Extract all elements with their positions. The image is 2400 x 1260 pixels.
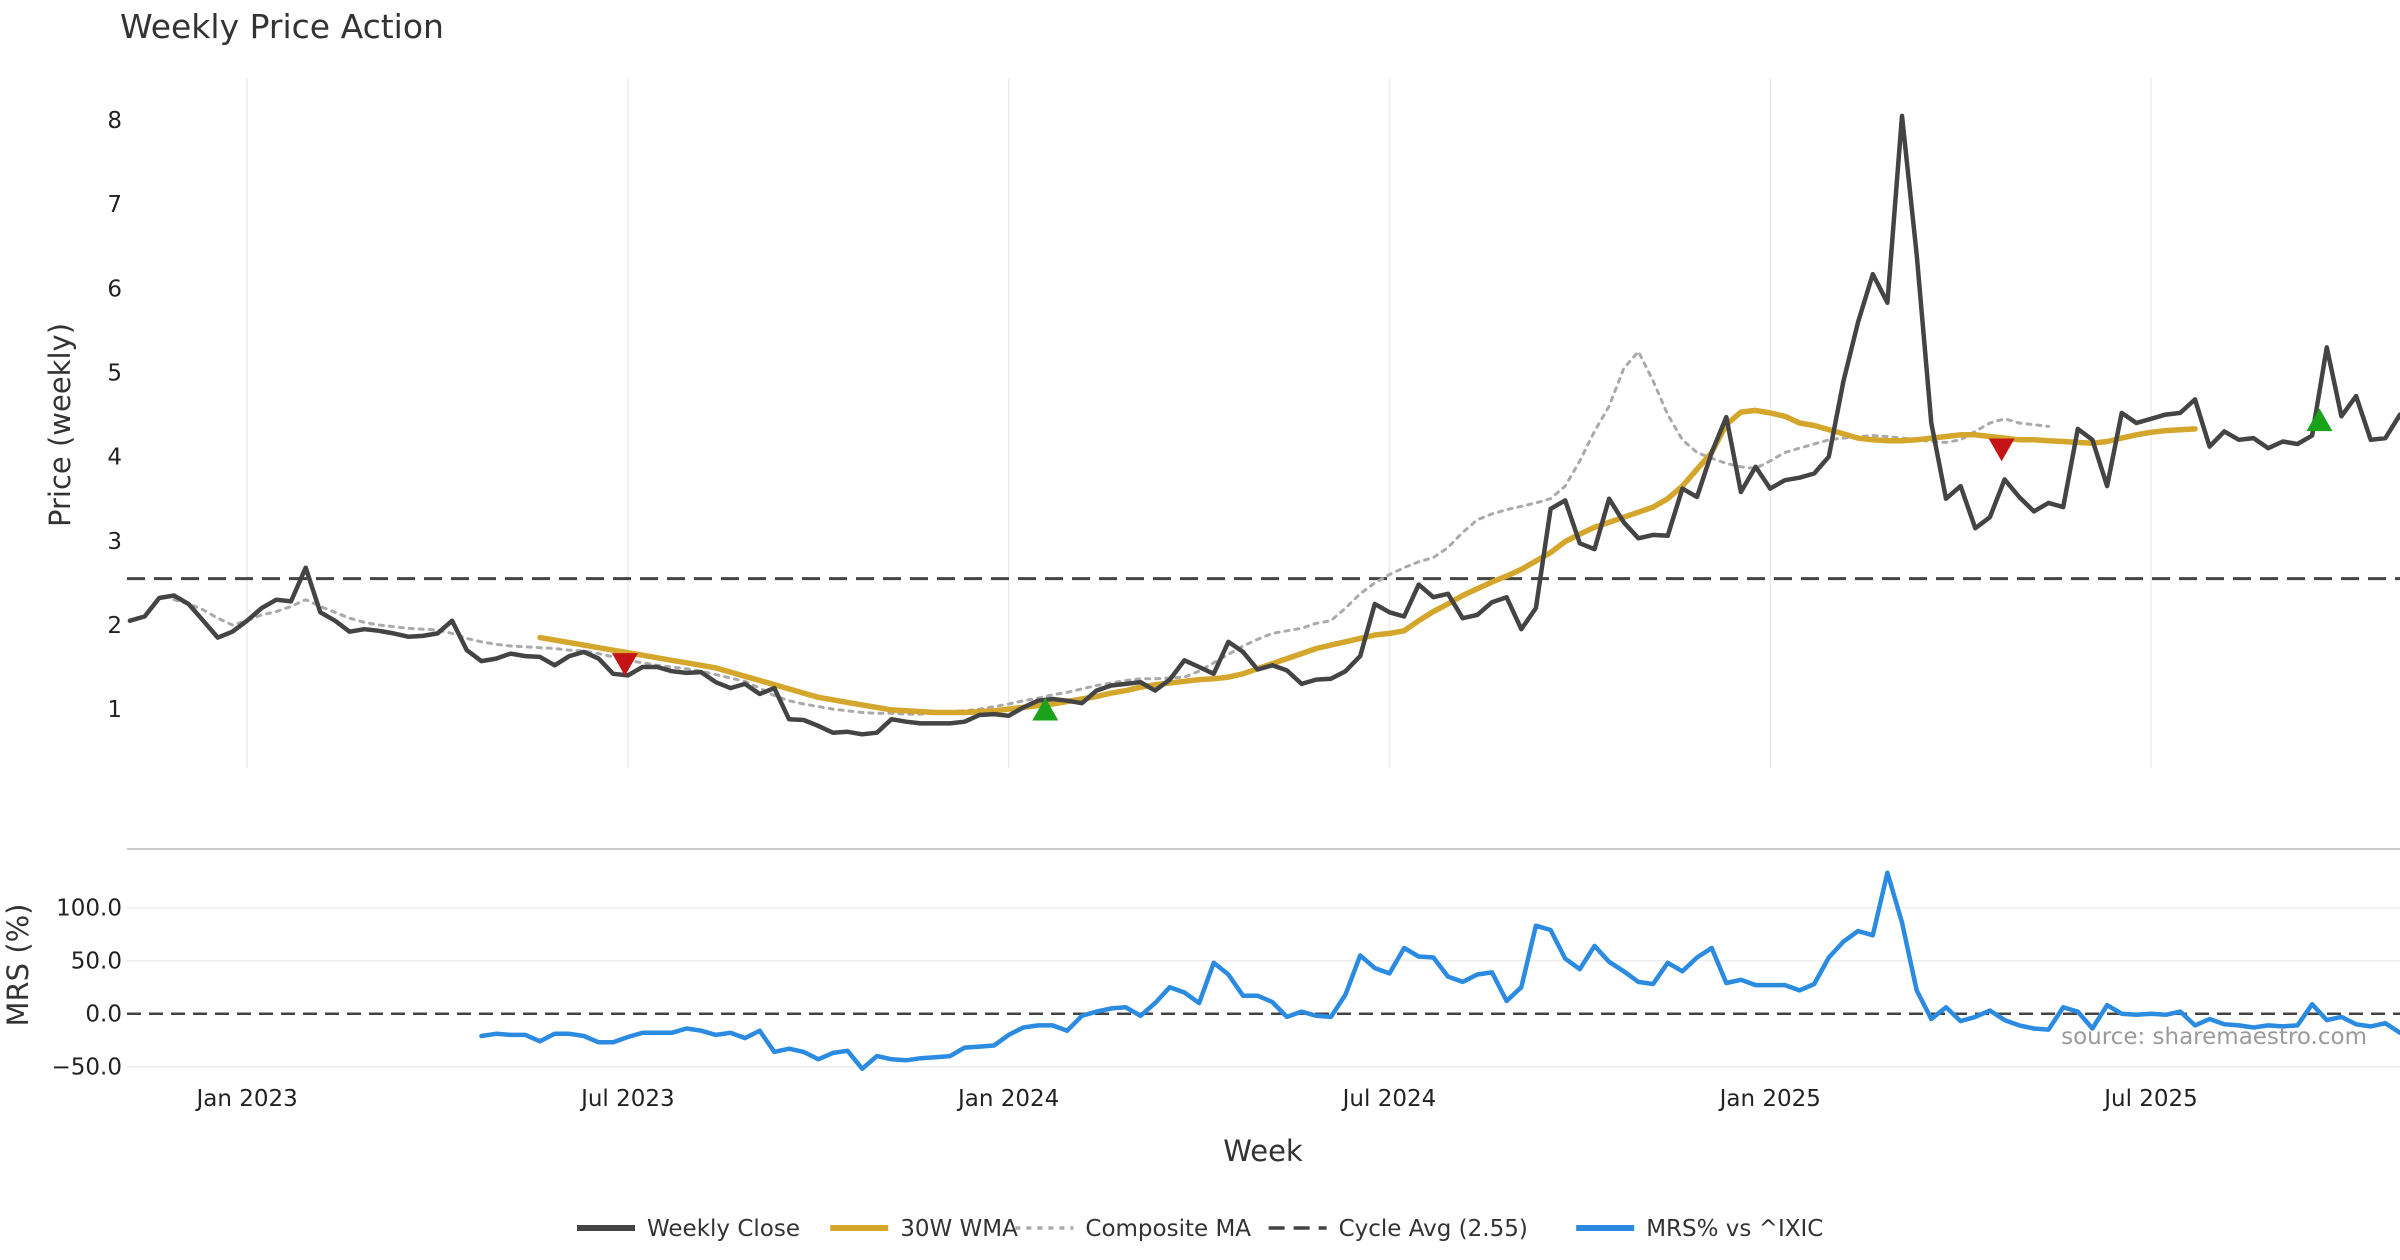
mrs-y-tick-labels: −50.0 0.0 50.0 100.0 [52,896,122,1081]
x-tick-labels: Jan 2023 Jul 2023 Jan 2024 Jul 2024 Jan 2025… [194,1086,2197,1112]
legend: Weekly Close 30W WMA Composite MA Cycle Avg… [577,1216,1823,1242]
price-y-tick: 4 [107,445,122,471]
x-tick: Jan 2025 [1718,1086,1821,1112]
mrs-series [479,870,2400,1072]
source-annotation: source: sharemaestro.com [2061,1024,2367,1050]
price-y-tick: 8 [107,108,122,134]
buy-signal-marker [2306,408,2333,432]
legend-label: 30W WMA [900,1216,1018,1242]
mrs-y-tick: 0.0 [85,1002,122,1028]
price-y-tick: 7 [107,192,122,218]
price-y-tick: 6 [107,276,122,302]
legend-label: MRS% vs ^IXIC [1646,1216,1823,1242]
chart-title: Weekly Price Action [120,7,444,46]
mrs-horizontal-gridlines [127,906,2400,1068]
wma-30w-line [537,407,2198,716]
x-tick: Jan 2023 [194,1086,297,1112]
weekly-close-line [127,113,2400,737]
composite-ma-line [172,350,2050,716]
price-series [127,113,2400,737]
x-tick: Jul 2025 [2102,1086,2198,1112]
sell-signal-marker [611,653,638,676]
legend-label: Cycle Avg (2.55) [1339,1216,1528,1242]
price-y-tick: 5 [107,361,122,387]
price-y-tick: 3 [107,529,122,555]
signal-markers [611,408,2333,721]
price-y-tick-labels: 1 2 3 4 5 6 7 8 [107,108,122,723]
x-tick: Jan 2024 [956,1086,1059,1112]
mrs-y-tick: 50.0 [71,949,122,975]
mrs-y-axis-title: MRS (%) [1,904,35,1027]
price-y-tick: 2 [107,613,122,639]
price-y-tick: 1 [107,697,122,723]
price-vertical-gridlines [246,78,2152,768]
mrs-line [479,870,2400,1072]
x-tick: Jul 2023 [579,1086,675,1112]
buy-signal-marker [1032,697,1059,721]
legend-label: Composite MA [1085,1216,1251,1242]
legend-label: Weekly Close [647,1216,800,1242]
sell-signal-marker [1988,438,2015,462]
price-y-axis-title: Price (weekly) [43,323,77,527]
x-axis-title: Week [1223,1134,1303,1168]
x-tick: Jul 2024 [1341,1086,1437,1112]
mrs-y-tick: 100.0 [56,896,122,922]
mrs-y-tick: −50.0 [52,1055,122,1081]
